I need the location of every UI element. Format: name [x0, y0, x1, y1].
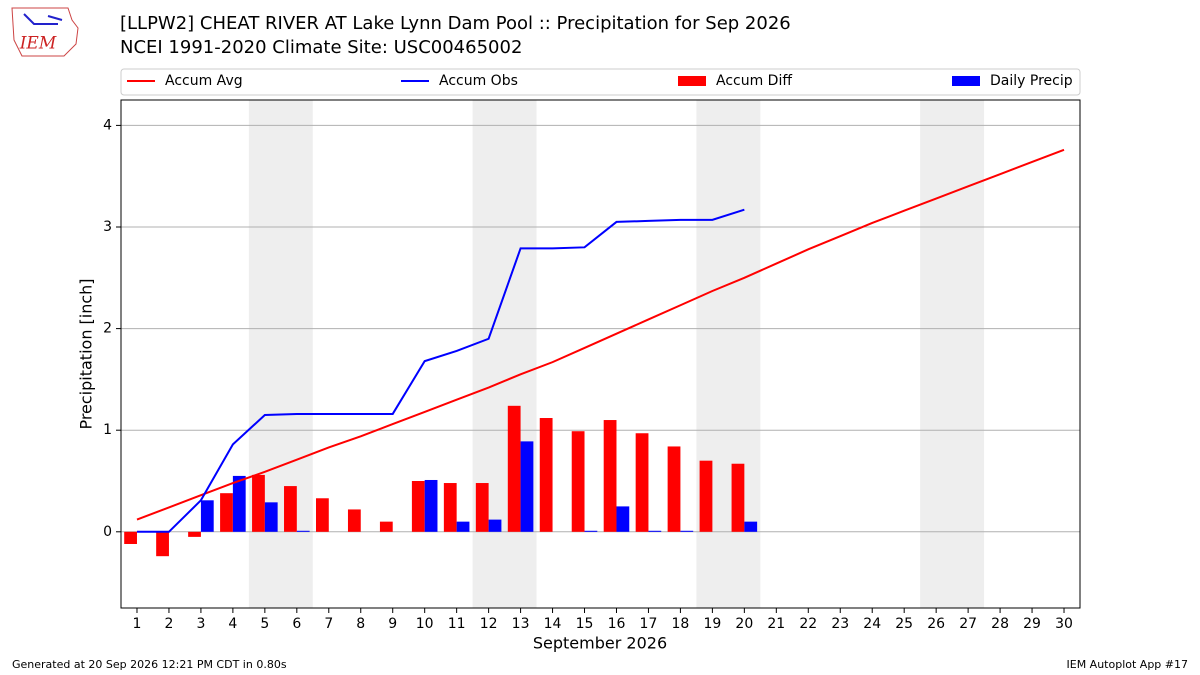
x-tick-label: 1 [133, 616, 142, 632]
bar [347, 509, 361, 532]
bar [680, 530, 694, 532]
legend-box [120, 68, 1081, 96]
chart-title: [LLPW2] CHEAT RIVER AT Lake Lynn Dam Poo… [120, 13, 791, 34]
y-tick-label: 1 [103, 422, 112, 438]
bar [731, 463, 745, 532]
bar [411, 481, 425, 532]
bar [264, 502, 278, 532]
x-tick-label: 7 [324, 616, 333, 632]
legend-label: Accum Diff [716, 73, 792, 89]
x-tick-label: 26 [927, 616, 945, 632]
x-tick-label: 17 [640, 616, 658, 632]
bar [232, 475, 246, 532]
legend-swatch [678, 76, 706, 86]
x-tick-label: 23 [831, 616, 849, 632]
y-tick-label: 4 [103, 117, 112, 133]
bar [296, 530, 310, 532]
line [136, 208, 745, 533]
x-tick-label: 12 [480, 616, 498, 632]
x-tick-label: 25 [895, 616, 913, 632]
bar [156, 531, 169, 557]
x-tick-label: 13 [512, 616, 530, 632]
bar [571, 431, 585, 532]
bar [443, 483, 457, 532]
bar [188, 531, 201, 537]
x-tick-label: 4 [228, 616, 237, 632]
bar [539, 418, 553, 532]
bar [124, 531, 137, 544]
bar [584, 530, 598, 532]
y-tick-label: 2 [103, 321, 112, 337]
x-tick-label: 28 [991, 616, 1009, 632]
bar [520, 441, 534, 532]
bar [699, 460, 713, 532]
plot-frame [120, 99, 1081, 609]
x-tick-label: 8 [356, 616, 365, 632]
bar [315, 498, 329, 532]
x-tick-label: 10 [416, 616, 434, 632]
x-tick-label: 19 [703, 616, 721, 632]
x-axis-label: September 2026 [533, 634, 667, 653]
x-tick-label: 9 [388, 616, 397, 632]
legend: Accum Avg Accum Obs Accum Diff Daily Precip [120, 68, 1081, 96]
x-tick-label: 5 [260, 616, 269, 632]
x-tick-label: 27 [959, 616, 977, 632]
x-tick-label: 2 [164, 616, 173, 632]
y-axis-label: Precipitation [inch] [77, 278, 96, 429]
bar [488, 519, 502, 532]
bar [648, 530, 662, 532]
bar [744, 521, 758, 532]
line [136, 148, 1065, 521]
x-tick-label: 11 [448, 616, 466, 632]
bar [456, 521, 470, 532]
x-tick-label: 16 [608, 616, 626, 632]
bar [603, 420, 617, 532]
x-tick-label: 30 [1055, 616, 1073, 632]
x-tick-label: 29 [1023, 616, 1041, 632]
x-tick-label: 14 [544, 616, 562, 632]
x-tick-label: 21 [767, 616, 785, 632]
logo-icon [23, 13, 63, 25]
x-tick-label: 24 [863, 616, 881, 632]
logo-text: IEM [19, 34, 57, 54]
legend-label: Daily Precip [990, 73, 1073, 89]
bar [616, 506, 630, 532]
x-tick-label: 3 [196, 616, 205, 632]
y-tick-label: 3 [103, 219, 112, 235]
legend-label: Accum Avg [165, 73, 243, 89]
footer-right: IEM Autoplot App #17 [1067, 658, 1189, 671]
legend-label: Accum Obs [439, 73, 518, 89]
bar [284, 486, 297, 532]
legend-swatch [952, 76, 980, 86]
bar [200, 500, 214, 532]
x-tick-label: 6 [292, 616, 301, 632]
x-tick-label: 20 [735, 616, 753, 632]
bar [424, 479, 438, 532]
chart-subtitle: NCEI 1991-2020 Climate Site: USC00465002 [120, 37, 522, 58]
bar [379, 521, 393, 532]
x-tick-label: 15 [576, 616, 594, 632]
bar [507, 405, 521, 532]
bar [667, 446, 681, 532]
x-tick-label: 22 [799, 616, 817, 632]
footer-left: Generated at 20 Sep 2026 12:21 PM CDT in… [12, 658, 287, 671]
logo: IEM [11, 7, 79, 57]
bar [635, 433, 649, 532]
bar [475, 483, 489, 532]
y-tick-label: 0 [103, 524, 112, 540]
bar [220, 493, 233, 532]
bar [252, 474, 265, 532]
x-tick-label: 18 [672, 616, 690, 632]
